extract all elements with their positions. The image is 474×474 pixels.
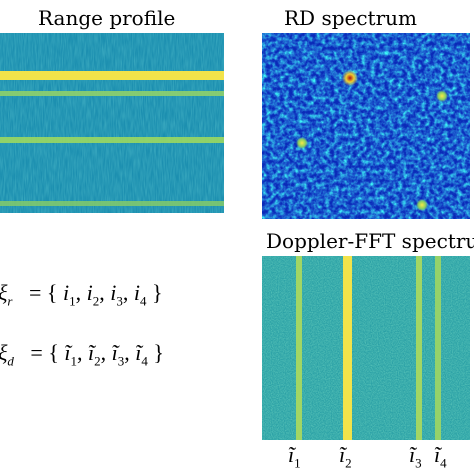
rd-spectrum-panel: [262, 33, 470, 219]
formula-close-brace: }: [151, 280, 163, 305]
formula-symbol: ξ: [0, 280, 7, 305]
rd-target-peak: [416, 199, 428, 211]
doppler-index-formula: ξd = { ĩ1, ĩ2, ĩ3, ĩ4 }: [0, 340, 164, 369]
formula-equals: =: [28, 280, 42, 305]
formula-item: ĩ: [64, 340, 71, 365]
formula-symbol: ξ: [0, 340, 7, 365]
doppler-tick-label: ĩ3: [409, 442, 422, 471]
range-line: [0, 137, 224, 143]
formula-item: i: [62, 280, 70, 305]
formula-item: ĩ: [111, 340, 118, 365]
formula-open-brace: {: [46, 280, 58, 305]
formula-subscript: r: [7, 293, 13, 309]
rd-target-peak: [436, 90, 448, 102]
doppler-line: [416, 256, 422, 440]
range-line: [0, 71, 224, 80]
doppler-line: [435, 256, 441, 440]
doppler-tick-label: ĩ2: [339, 442, 352, 471]
doppler-fft-title: Doppler-FFT spectrum: [266, 229, 474, 253]
formula-close-brace: }: [153, 340, 164, 365]
range-index-formula: ξr = { i1, i2, i3, i4 }: [0, 280, 163, 309]
formula-item: i: [86, 280, 93, 305]
formula-item: ĩ: [88, 340, 95, 365]
doppler-line: [343, 256, 352, 440]
rd-target-peak: [296, 137, 308, 149]
formula-item: i: [110, 280, 117, 305]
doppler-tick-label: ĩ1: [288, 442, 301, 471]
formula-subscript: d: [7, 353, 14, 369]
range-line: [0, 91, 224, 96]
range-profile-title: Range profile: [38, 6, 176, 30]
rd-spectrum-title: RD spectrum: [284, 6, 417, 30]
doppler-fft-panel: [262, 256, 470, 440]
doppler-lines: [296, 256, 441, 440]
rd-target-peak: [342, 70, 358, 86]
formula-equals: =: [30, 340, 43, 365]
formula-item: ĩ: [135, 340, 142, 365]
range-line: [0, 201, 224, 206]
doppler-line: [296, 256, 302, 440]
formula-open-brace: {: [48, 340, 59, 365]
range-profile-panel: [0, 33, 224, 213]
formula-item: i: [133, 280, 140, 305]
doppler-tick-label: ĩ4: [434, 442, 447, 471]
range-profile-lines: [0, 71, 224, 206]
